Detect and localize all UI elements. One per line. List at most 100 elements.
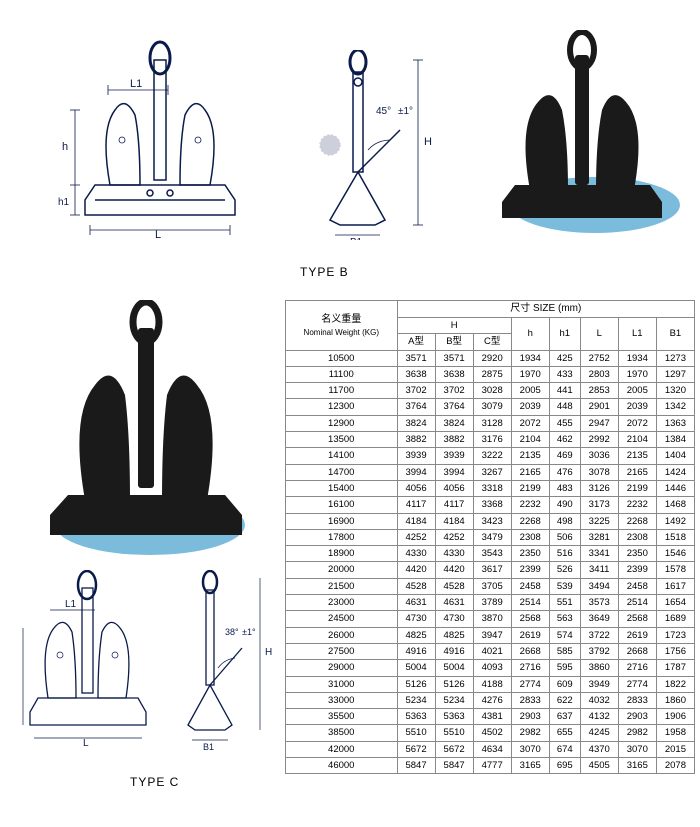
table-cell: 609 [549, 676, 580, 692]
svg-text:B1: B1 [203, 742, 214, 752]
table-cell: 3638 [397, 366, 435, 382]
table-cell: 4021 [473, 643, 511, 659]
table-row: 129003824382431282072455294720721363 [286, 415, 695, 431]
svg-text:±1°: ±1° [398, 106, 413, 117]
table-cell: 2947 [580, 415, 618, 431]
size-table-container: 名义重量 Nominal Weight (KG) 尺寸 SIZE (mm) H … [285, 300, 695, 774]
table-cell: 4528 [397, 578, 435, 594]
table-cell: 3571 [435, 350, 473, 366]
table-cell: 4825 [397, 627, 435, 643]
table-cell: 1617 [656, 578, 694, 594]
table-cell: 35500 [286, 709, 398, 725]
table-cell: 3173 [580, 497, 618, 513]
table-cell: 2104 [511, 432, 549, 448]
table-cell: 3318 [473, 480, 511, 496]
table-cell: 2992 [580, 432, 618, 448]
table-cell: 2308 [618, 529, 656, 545]
table-cell: 4330 [435, 546, 473, 562]
svg-text:B1: B1 [350, 237, 363, 240]
table-cell: 11700 [286, 383, 398, 399]
table-cell: 5510 [435, 725, 473, 741]
table-cell: 425 [549, 350, 580, 366]
table-row: 355005363536343812903637413229031906 [286, 709, 695, 725]
table-cell: 2165 [618, 464, 656, 480]
svg-text:L1: L1 [130, 78, 142, 90]
th-A: A型 [397, 334, 435, 350]
table-cell: 3824 [397, 415, 435, 431]
table-cell: 12300 [286, 399, 398, 415]
table-cell: 1860 [656, 692, 694, 708]
table-cell: 1723 [656, 627, 694, 643]
table-cell: 2232 [511, 497, 549, 513]
table-cell: 18900 [286, 546, 398, 562]
table-cell: 3479 [473, 529, 511, 545]
table-cell: 4132 [580, 709, 618, 725]
table-cell: 2039 [511, 399, 549, 415]
type-b-label: TYPE B [300, 265, 349, 279]
table-cell: 622 [549, 692, 580, 708]
table-cell: 3571 [397, 350, 435, 366]
th-nominal-en: Nominal Weight (KG) [289, 327, 394, 338]
table-cell: 5847 [435, 758, 473, 774]
table-cell: 2752 [580, 350, 618, 366]
table-cell: 13500 [286, 432, 398, 448]
table-cell: 4276 [473, 692, 511, 708]
table-cell: 2399 [618, 562, 656, 578]
table-cell: 448 [549, 399, 580, 415]
table-cell: 3165 [511, 758, 549, 774]
table-cell: 4634 [473, 741, 511, 757]
table-row: 135003882388231762104462299221041384 [286, 432, 695, 448]
table-cell: 2803 [580, 366, 618, 382]
type-b-section: L L1 h h1 45° ±1° [20, 20, 680, 280]
table-cell: 3764 [435, 399, 473, 415]
table-cell: 5004 [435, 660, 473, 676]
table-cell: 3792 [580, 643, 618, 659]
table-cell: 1654 [656, 595, 694, 611]
table-cell: 3036 [580, 448, 618, 464]
type-b-photo [480, 30, 680, 240]
table-cell: 2833 [618, 692, 656, 708]
th-B: B型 [435, 334, 473, 350]
table-cell: 4117 [435, 497, 473, 513]
table-cell: 2668 [618, 643, 656, 659]
table-cell: 10500 [286, 350, 398, 366]
table-cell: 3176 [473, 432, 511, 448]
table-cell: 5363 [435, 709, 473, 725]
table-cell: 2268 [511, 513, 549, 529]
table-cell: 3994 [435, 464, 473, 480]
table-row: 230004631463137892514551357325141654 [286, 595, 695, 611]
table-cell: 476 [549, 464, 580, 480]
table-cell: 14100 [286, 448, 398, 464]
table-cell: 441 [549, 383, 580, 399]
table-cell: 1446 [656, 480, 694, 496]
table-cell: 2833 [511, 692, 549, 708]
table-row: 161004117411733682232490317322321468 [286, 497, 695, 513]
table-cell: 574 [549, 627, 580, 643]
type-c-photo [30, 300, 260, 560]
th-size-en: SIZE (mm) [533, 303, 581, 314]
table-cell: 3070 [618, 741, 656, 757]
th-nominal-cn: 名义重量 [321, 314, 361, 325]
table-cell: 5672 [435, 741, 473, 757]
table-cell: 5004 [397, 660, 435, 676]
table-cell: 3267 [473, 464, 511, 480]
table-row: 260004825482539472619574372226191723 [286, 627, 695, 643]
table-cell: 1424 [656, 464, 694, 480]
table-cell: 3225 [580, 513, 618, 529]
table-row: 117003702370230282005441285320051320 [286, 383, 695, 399]
table-row: 215004528452837052458539349424581617 [286, 578, 695, 594]
table-cell: 455 [549, 415, 580, 431]
table-cell: 3638 [435, 366, 473, 382]
svg-text:38°: 38° [225, 627, 239, 637]
table-row: 178004252425234792308506328123081518 [286, 529, 695, 545]
table-cell: 4245 [580, 725, 618, 741]
type-b-front-diagram: L L1 h h1 [40, 40, 280, 240]
table-cell: 3939 [435, 448, 473, 464]
table-cell: 4420 [435, 562, 473, 578]
table-cell: 506 [549, 529, 580, 545]
table-cell: 2199 [618, 480, 656, 496]
table-cell: 2135 [511, 448, 549, 464]
table-cell: 3079 [473, 399, 511, 415]
table-cell: 490 [549, 497, 580, 513]
table-cell: 3165 [618, 758, 656, 774]
